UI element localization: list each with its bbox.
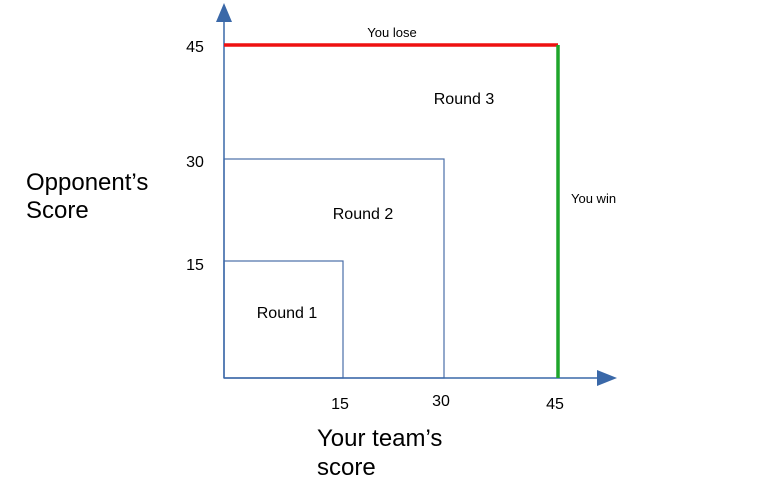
y-tick-label: 15 — [186, 257, 204, 274]
x-tick-label: 30 — [432, 393, 450, 410]
y-axis-arrow-icon — [216, 3, 232, 22]
x-tick-label: 15 — [331, 396, 349, 413]
lose-label: You lose — [367, 25, 416, 40]
y-tick-label: 30 — [186, 154, 204, 171]
round-2-box — [223, 158, 445, 379]
round-1-label: Round 1 — [257, 305, 318, 322]
x-axis-title-line2: score — [317, 454, 376, 481]
round-3-label: Round 3 — [434, 91, 495, 108]
x-tick-label: 45 — [546, 396, 564, 413]
x-axis-title-line1: Your team’s — [317, 425, 442, 452]
y-tick-label: 45 — [186, 39, 204, 56]
round-2-label: Round 2 — [333, 206, 394, 223]
y-axis-title-line1: Opponent’s — [26, 169, 148, 196]
y-axis-title-line2: Score — [26, 197, 89, 224]
win-label: You win — [571, 191, 616, 206]
x-axis-arrow-icon — [597, 370, 617, 386]
